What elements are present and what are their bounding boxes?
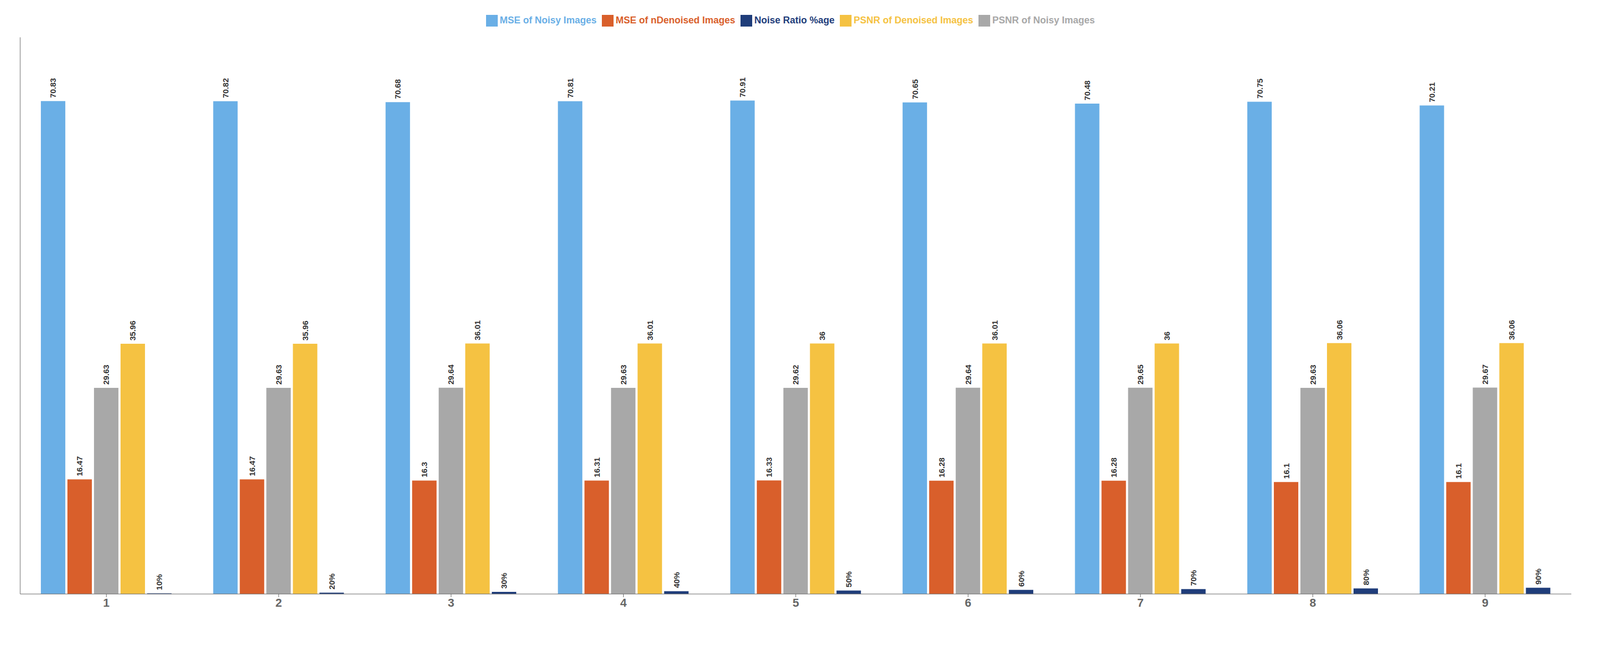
svg-text:16.33: 16.33 bbox=[764, 457, 774, 478]
svg-text:3: 3 bbox=[447, 596, 455, 610]
svg-text:16.31: 16.31 bbox=[592, 457, 602, 478]
svg-text:70.21: 70.21 bbox=[1427, 82, 1437, 103]
svg-text:8: 8 bbox=[1309, 596, 1316, 610]
svg-text:16.1: 16.1 bbox=[1281, 463, 1291, 479]
svg-text:36.01: 36.01 bbox=[645, 320, 655, 341]
svg-text:16.47: 16.47 bbox=[74, 456, 84, 477]
html-text:MSE of Noisy Images: MSE of Noisy Images bbox=[499, 14, 597, 26]
svg-text:16.3: 16.3 bbox=[419, 461, 429, 478]
svg-text:29.63: 29.63 bbox=[274, 364, 284, 385]
svg-text:36.06: 36.06 bbox=[1334, 319, 1344, 340]
svg-text:80%: 80% bbox=[1361, 568, 1371, 585]
svg-text:36.01: 36.01 bbox=[990, 320, 1000, 341]
svg-text:36: 36 bbox=[817, 331, 827, 341]
svg-text:9: 9 bbox=[1482, 596, 1489, 610]
svg-text:4: 4 bbox=[619, 596, 627, 610]
html-text:MSE of nDenoised Images: MSE of nDenoised Images bbox=[615, 14, 736, 26]
svg-text:2: 2 bbox=[275, 596, 283, 610]
svg-text:40%: 40% bbox=[671, 572, 682, 589]
svg-text:35.96: 35.96 bbox=[128, 320, 138, 341]
svg-text:36.06: 36.06 bbox=[1507, 319, 1517, 340]
svg-text:16.1: 16.1 bbox=[1453, 463, 1463, 479]
svg-text:70.91: 70.91 bbox=[737, 77, 747, 98]
svg-text:70%: 70% bbox=[1188, 569, 1198, 586]
svg-text:6: 6 bbox=[964, 596, 972, 610]
svg-text:29.62: 29.62 bbox=[790, 364, 800, 386]
svg-text:70.81: 70.81 bbox=[565, 78, 575, 99]
svg-text:70.48: 70.48 bbox=[1082, 80, 1092, 101]
svg-text:29.63: 29.63 bbox=[101, 364, 111, 385]
svg-text:60%: 60% bbox=[1016, 570, 1026, 587]
svg-text:29.63: 29.63 bbox=[618, 364, 628, 385]
svg-text:7: 7 bbox=[1137, 596, 1144, 610]
svg-text:29.63: 29.63 bbox=[1308, 364, 1318, 385]
svg-text:29.67: 29.67 bbox=[1480, 364, 1490, 385]
svg-text:16.28: 16.28 bbox=[937, 457, 947, 478]
svg-text:70.65: 70.65 bbox=[910, 79, 920, 100]
svg-text:5: 5 bbox=[792, 596, 799, 610]
svg-text:70.83: 70.83 bbox=[48, 78, 58, 99]
svg-text:29.65: 29.65 bbox=[1135, 364, 1145, 385]
html-text:Noise Ratio %age: Noise Ratio %age bbox=[754, 14, 835, 26]
svg-text:20%: 20% bbox=[327, 573, 337, 590]
svg-text:70.68: 70.68 bbox=[393, 79, 403, 100]
svg-text:10%: 10% bbox=[154, 574, 164, 591]
html-text:PSNR of Denoised Images: PSNR of Denoised Images bbox=[853, 14, 974, 26]
svg-text:70.75: 70.75 bbox=[1255, 78, 1265, 99]
svg-text:36: 36 bbox=[1162, 331, 1172, 341]
svg-text:35.96: 35.96 bbox=[300, 320, 310, 341]
svg-text:50%: 50% bbox=[844, 571, 854, 587]
svg-text:36.01: 36.01 bbox=[472, 320, 482, 341]
svg-text:16.47: 16.47 bbox=[247, 456, 257, 477]
svg-text:1: 1 bbox=[103, 596, 110, 610]
svg-text:29.64: 29.64 bbox=[446, 364, 456, 385]
svg-text:16.28: 16.28 bbox=[1109, 457, 1119, 478]
svg-text:90%: 90% bbox=[1533, 568, 1543, 585]
svg-text:29.64: 29.64 bbox=[963, 364, 973, 385]
svg-text:70.82: 70.82 bbox=[220, 78, 231, 99]
html-text:PSNR of Noisy Images: PSNR of Noisy Images bbox=[992, 14, 1095, 26]
svg-text:30%: 30% bbox=[499, 572, 509, 589]
